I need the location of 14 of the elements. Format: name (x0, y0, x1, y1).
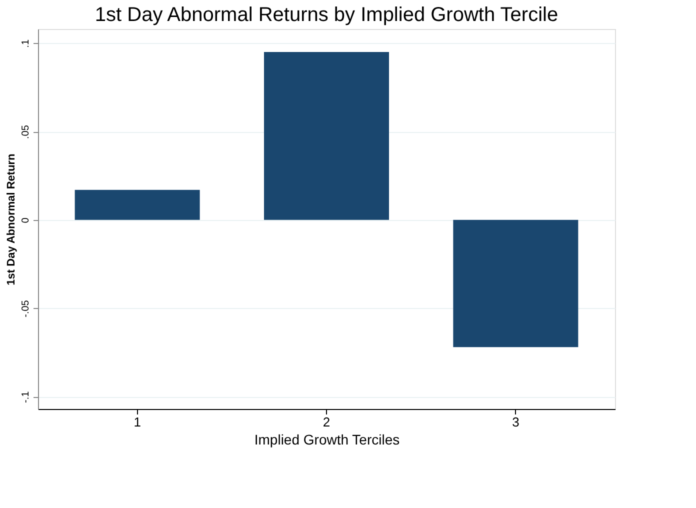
y-tick-label: .1 (20, 39, 32, 48)
y-tick-label: .05 (20, 124, 32, 139)
y-tick-label: -.1 (20, 390, 32, 403)
bar (453, 220, 578, 348)
y-tick-label: -.05 (20, 300, 32, 318)
bar (264, 52, 389, 220)
x-tick-label: 2 (322, 414, 330, 430)
bar (74, 190, 200, 220)
y-tick-label: 0 (20, 217, 32, 224)
x-tick-label: 3 (512, 414, 520, 430)
x-axis-title: Implied Growth Terciles (254, 432, 400, 448)
x-tick-label: 1 (134, 414, 141, 430)
y-axis-title: 1st Day Abnormal Return (6, 153, 18, 286)
chart-title: 1st Day Abnormal Returns by Implied Growth Tercile (94, 4, 558, 26)
